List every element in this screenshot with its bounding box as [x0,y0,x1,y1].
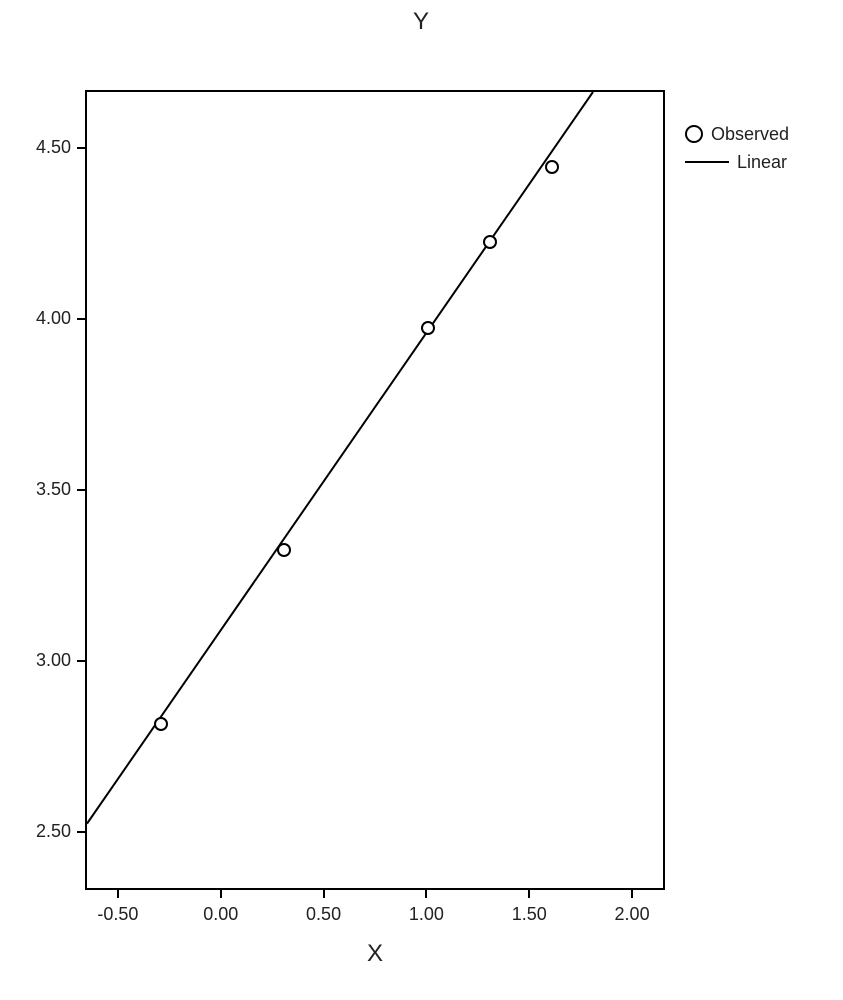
legend: Observed Linear [685,120,789,176]
x-tick-label: 2.00 [607,904,657,925]
y-tick-label: 4.50 [36,137,71,158]
chart-canvas: Y X Observed Linear 2.50 3.00 3.50 4.00 4.50 -… [0,0,843,1000]
x-tick [528,890,530,898]
legend-item: Linear [685,148,789,176]
observed-point [154,717,168,731]
x-tick [425,890,427,898]
y-tick [77,831,85,833]
observed-point [483,235,497,249]
y-tick-label: 2.50 [36,821,71,842]
chart-title: Y [0,8,843,36]
y-tick [77,660,85,662]
x-tick [631,890,633,898]
plot-area [85,90,665,890]
legend-marker-circle-icon [685,125,703,143]
y-tick-label: 4.00 [36,308,71,329]
observed-point [545,160,559,174]
x-tick [117,890,119,898]
x-tick [220,890,222,898]
legend-label: Observed [711,124,789,145]
linear-fit-line [87,92,593,824]
y-tick [77,318,85,320]
x-tick-label: -0.50 [93,904,143,925]
line-layer [87,92,667,892]
observed-point [277,543,291,557]
y-tick-label: 3.00 [36,650,71,671]
x-tick-label: 0.50 [299,904,349,925]
legend-label: Linear [737,152,787,173]
legend-marker-line-icon [685,161,729,163]
y-tick [77,147,85,149]
x-axis-label: X [85,940,665,968]
y-tick-label: 3.50 [36,479,71,500]
x-tick-label: 1.00 [401,904,451,925]
x-tick-label: 0.00 [196,904,246,925]
x-tick [323,890,325,898]
observed-point [421,321,435,335]
legend-item: Observed [685,120,789,148]
x-tick-label: 1.50 [504,904,554,925]
y-tick [77,489,85,491]
